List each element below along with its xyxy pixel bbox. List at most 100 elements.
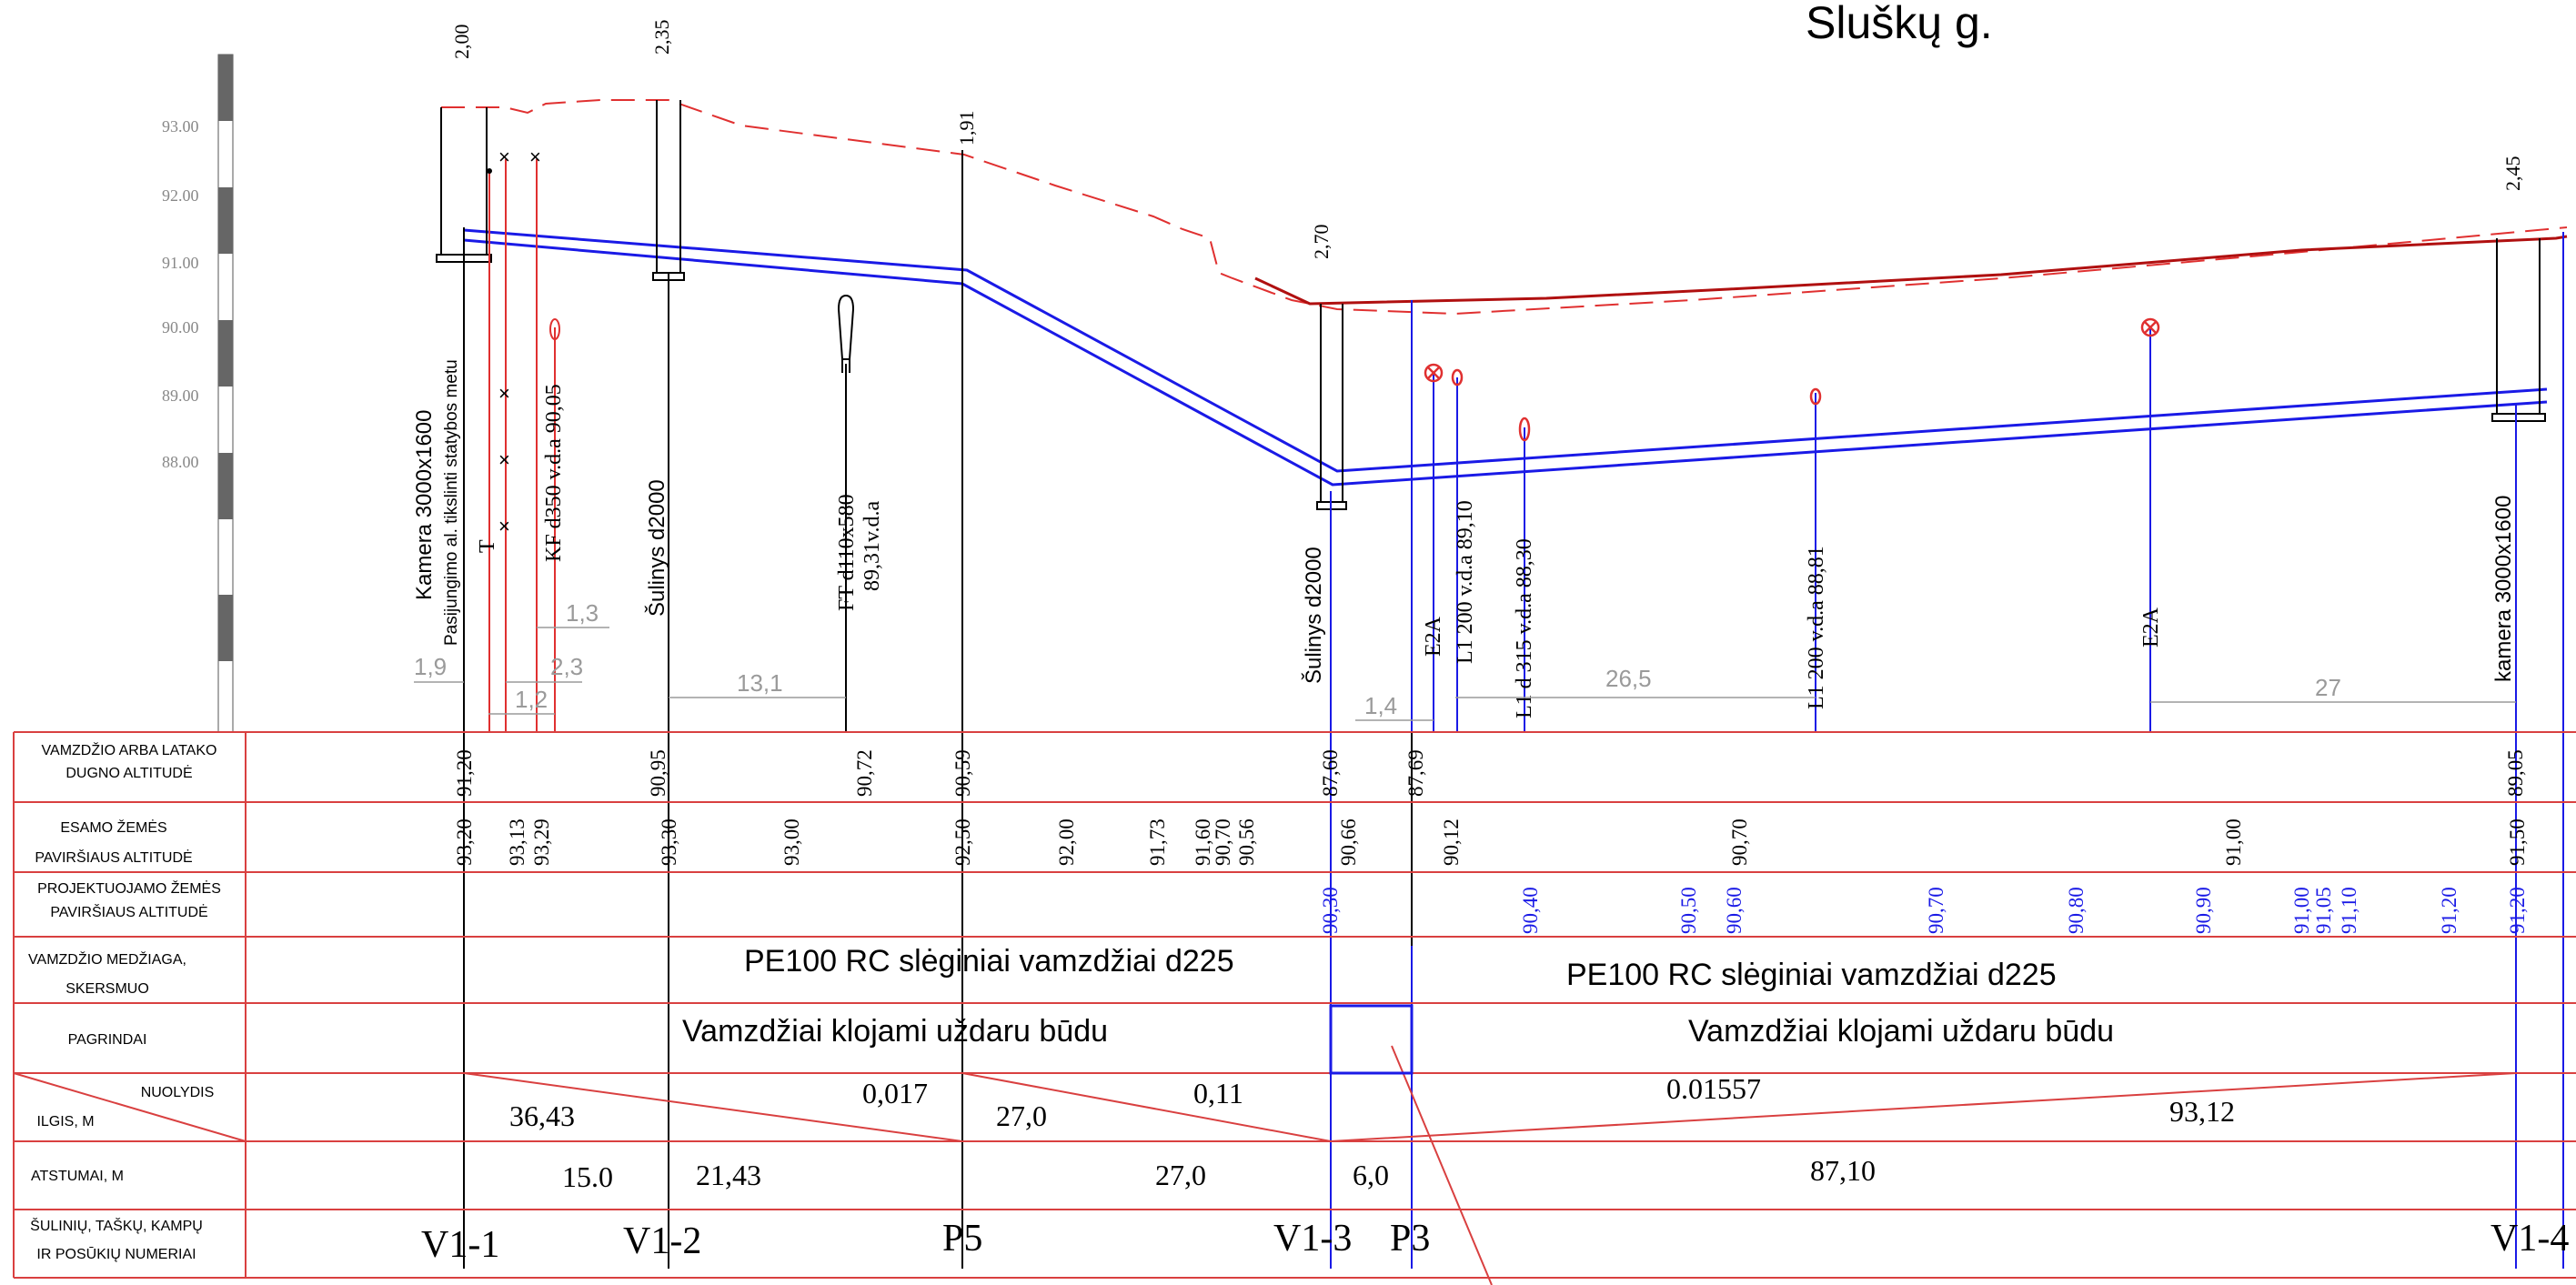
row-label-material-1: VAMZDŽIO MEDŽIAGA, <box>28 950 186 968</box>
design-pipe-upper <box>463 228 2548 473</box>
scale-label-88: 88.00 <box>162 453 199 471</box>
invert-v1-2: 90,95 <box>647 749 669 797</box>
dg-5: 90,80 <box>2065 887 2088 934</box>
length-1: 36,43 <box>509 1099 575 1132</box>
ft-fitting-symbol <box>837 294 855 373</box>
row-label-slope: NUOLYDIS <box>141 1085 215 1100</box>
invert-v1-4: 89,05 <box>2504 749 2527 797</box>
existing-utilities-left <box>488 159 560 732</box>
designed-ground-line <box>1254 235 2568 306</box>
foundation-right: Vamzdžiai klojami uždaru būdu <box>1688 1014 2114 1049</box>
eg-6: 92,00 <box>1055 818 1078 866</box>
depth-label-p5: 1,91 <box>955 111 978 146</box>
dg-9: 91,10 <box>2338 887 2360 934</box>
elevation-scale-bar <box>217 54 234 733</box>
foundation-marker-box <box>1329 1004 1414 1075</box>
row-label-design-1: PROJEKTUOJAMO ŽEMĖS <box>37 879 221 897</box>
point-v1-3: V1-3 <box>1273 1218 1352 1260</box>
foundation-left: Vamzdžiai klojami uždaru būdu <box>682 1014 1108 1049</box>
dim-27: 27 <box>2315 674 2341 701</box>
svg-text:×: × <box>498 515 510 537</box>
point-p3: P3 <box>1390 1218 1430 1260</box>
t-label: T <box>476 539 499 553</box>
row-label-existing-1: ESAMO ŽEMĖS <box>60 818 166 836</box>
kamera-left-note: Pasijungimo al. tikslinti statybos metu <box>442 359 461 646</box>
scale-label-92: 92.00 <box>162 186 199 205</box>
ft-elev-label: 89,31v.d.a <box>860 501 884 591</box>
point-v1-1: V1-1 <box>421 1224 499 1266</box>
sulinys-2-label: Šulinys d2000 <box>1301 547 1326 684</box>
invert-p3: 87,69 <box>1404 749 1427 797</box>
dg-4: 90,70 <box>1925 887 1947 934</box>
eg-5: 92,50 <box>951 818 974 866</box>
dg-1: 90,40 <box>1519 887 1542 934</box>
row-label-invert-2: DUGNO ALTITUDĖ <box>65 764 192 781</box>
e2a-1-label: E2A <box>1422 616 1445 657</box>
scale-label-91: 91.00 <box>162 254 199 272</box>
depth-label-v1-4: 2,45 <box>2501 156 2524 192</box>
row-label-distances: ATSTUMAI, M <box>31 1169 124 1184</box>
invert-ft: 90,72 <box>853 749 876 797</box>
eg-11: 90,66 <box>1337 818 1360 866</box>
eg-13: 90,70 <box>1728 818 1751 866</box>
row-label-material-2: SKERSMUO <box>65 981 149 997</box>
kamera-left-label: Kamera 3000x1600 <box>412 410 437 600</box>
dim-13-1: 13,1 <box>737 669 783 697</box>
invert-v1-1: 91,20 <box>453 749 476 797</box>
length-3: 93,12 <box>2169 1095 2235 1128</box>
reference-lines <box>463 150 2564 1269</box>
existing-ground-line <box>441 99 2568 316</box>
eg-3: 93,30 <box>658 818 680 866</box>
invert-v1-3: 87,60 <box>1319 749 1342 797</box>
distance-5: 87,10 <box>1810 1154 1876 1187</box>
depth-label-v1-1: 2,00 <box>450 25 473 60</box>
dg-2: 90,50 <box>1677 887 1700 934</box>
dim-1-4: 1,4 <box>1364 692 1397 719</box>
kf-label: KF d350 v.d.a 90,05 <box>542 384 566 562</box>
eg-12: 90,12 <box>1440 818 1463 866</box>
eg-14: 91,00 <box>2222 818 2245 866</box>
eg-1: 93,13 <box>506 818 528 866</box>
row-label-invert-1: VAMZDŽIO ARBA LATAKO <box>42 741 217 758</box>
dim-1-3: 1,3 <box>566 599 599 627</box>
distance-4: 6,0 <box>1353 1159 1389 1191</box>
dg-10: 91,20 <box>2438 887 2460 934</box>
svg-text:×: × <box>498 448 510 471</box>
street-title: Sluškų g. <box>1806 0 1993 48</box>
pipe-material-right: PE100 RC slėginiai vamzdžiai d225 <box>1566 958 2057 992</box>
distance-3: 27,0 <box>1155 1159 1206 1191</box>
dim-1-9: 1,9 <box>414 653 447 680</box>
dg-6: 90,90 <box>2192 887 2215 934</box>
scale-label-93: 93.00 <box>162 117 199 136</box>
ft-label: FT d110x580 <box>835 494 859 611</box>
row-label-design-2: PAVIRŠIAUS ALTITUDĖ <box>50 903 207 920</box>
depth-label-v1-2: 2,35 <box>650 20 673 55</box>
dg-7: 91,00 <box>2290 887 2313 934</box>
manhole-v1-2 <box>652 100 685 281</box>
row-label-points-1: ŠULINIŲ, TAŠKŲ, KAMPŲ <box>30 1217 203 1234</box>
eg-0: 93,20 <box>453 818 476 866</box>
dg-11: 91,20 <box>2506 887 2529 934</box>
l1-315-label: L1 d 315 v.d.a 88,30 <box>1513 538 1536 718</box>
sulinys-1-label: Šulinys d2000 <box>644 479 669 617</box>
utility-symbols-right <box>1424 317 2160 442</box>
eg-10: 90,56 <box>1235 818 1258 866</box>
slope-3: 0.01557 <box>1666 1072 1761 1105</box>
row-label-existing-2: PAVIRŠIAUS ALTITUDĖ <box>35 848 192 866</box>
row-label-foundation: PAGRINDAI <box>68 1032 147 1048</box>
scale-label-89: 89.00 <box>162 387 199 405</box>
eg-15: 91,50 <box>2506 818 2529 866</box>
eg-9: 90,70 <box>1212 818 1234 866</box>
dim-26-5: 26,5 <box>1605 665 1652 692</box>
dg-8: 91,05 <box>2312 887 2335 934</box>
length-2: 27,0 <box>996 1099 1047 1132</box>
profile-data-table <box>13 731 2576 1285</box>
eg-7: 91,73 <box>1146 818 1169 866</box>
point-v1-2: V1-2 <box>623 1220 701 1262</box>
point-v1-4: V1-4 <box>2490 1218 2569 1260</box>
l1-200-b-label: L1 200 v.d.a 88,81 <box>1805 546 1828 709</box>
dimension-lines <box>414 627 2516 721</box>
pipe-material-left: PE100 RC slėginiai vamzdžiai d225 <box>744 944 1234 979</box>
row-label-length: ILGIS, M <box>36 1114 94 1129</box>
row-label-points-2: IR POSŪKIŲ NUMERIAI <box>36 1246 196 1262</box>
